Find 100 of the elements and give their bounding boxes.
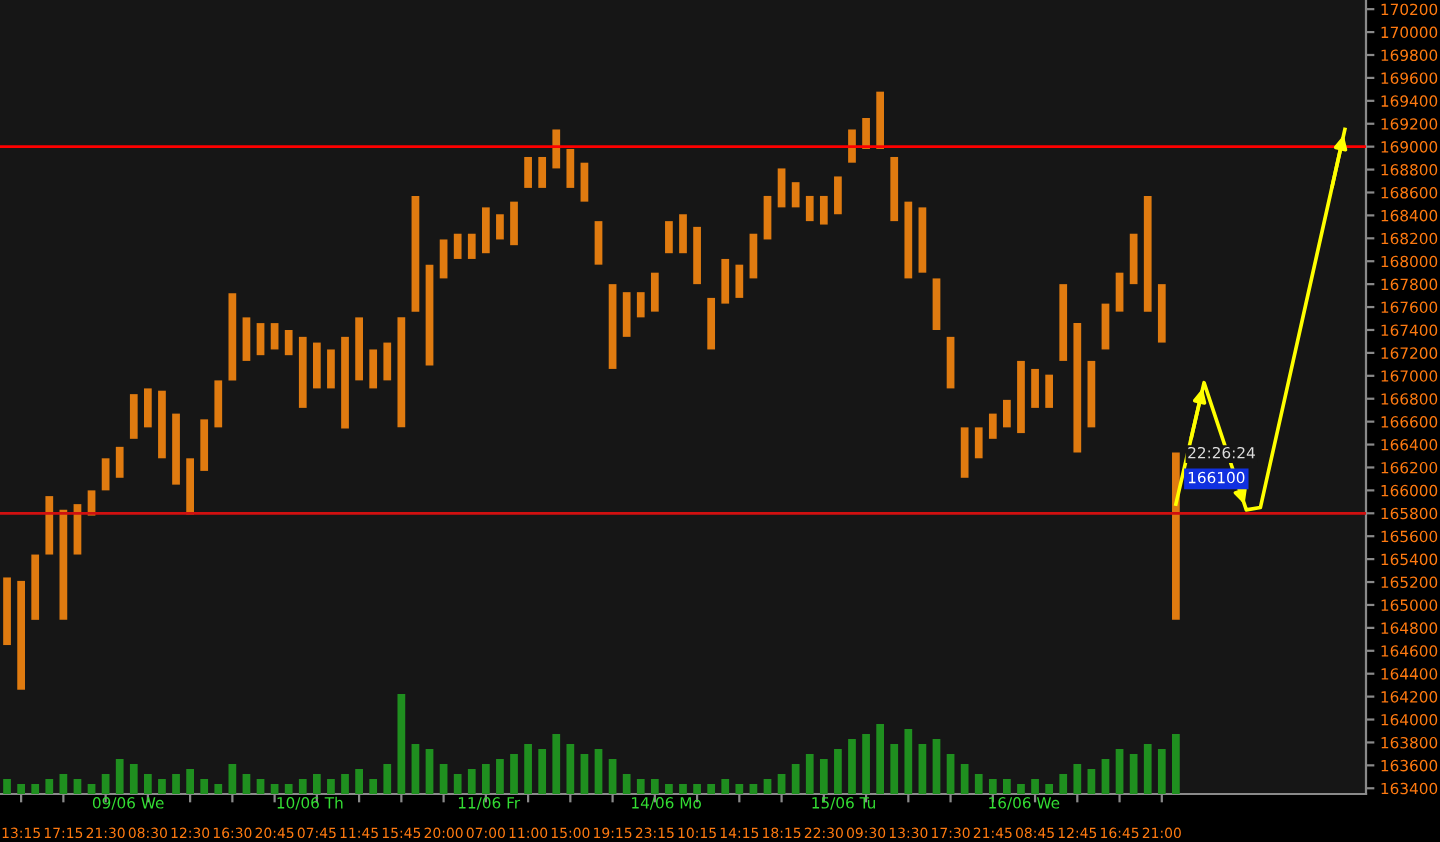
bar — [214, 380, 223, 428]
bar — [397, 694, 406, 794]
bar — [1017, 784, 1025, 794]
bar — [411, 195, 420, 312]
bar — [693, 226, 701, 285]
bar — [312, 342, 321, 389]
bar — [1045, 784, 1054, 794]
bar — [59, 774, 68, 794]
bar — [777, 168, 786, 208]
bar — [298, 779, 307, 794]
bar — [496, 214, 504, 240]
line-series — [1174, 127, 1347, 512]
bar — [834, 176, 842, 215]
bar — [1087, 360, 1096, 428]
bar — [312, 774, 321, 794]
bar — [510, 201, 518, 246]
bar — [622, 774, 631, 794]
bar — [791, 182, 800, 208]
bar — [242, 317, 251, 361]
bar — [467, 233, 476, 259]
bar — [566, 148, 575, 188]
bar — [932, 278, 941, 330]
bar — [608, 284, 617, 369]
bar — [510, 754, 518, 794]
bar — [805, 754, 814, 794]
bar — [650, 272, 659, 312]
bar — [552, 734, 561, 794]
bar — [819, 759, 828, 794]
bar — [284, 329, 293, 356]
bar — [594, 749, 603, 794]
bar — [988, 413, 997, 439]
bar — [496, 759, 504, 794]
bar — [876, 724, 885, 794]
bar — [707, 784, 716, 794]
bar — [143, 388, 152, 428]
bar — [580, 162, 589, 202]
bar — [341, 774, 349, 794]
bar — [791, 764, 800, 794]
bar — [101, 774, 110, 794]
bar — [1059, 284, 1068, 361]
bar — [129, 764, 138, 794]
bar — [172, 774, 180, 794]
bar — [524, 744, 532, 794]
bar — [59, 509, 68, 620]
bar — [819, 195, 828, 225]
bar — [1073, 323, 1082, 453]
bar — [467, 769, 476, 794]
bar — [580, 754, 589, 794]
bar — [115, 759, 124, 794]
bar — [1129, 754, 1138, 794]
bar — [425, 749, 434, 794]
bar — [3, 779, 11, 794]
bar — [524, 156, 532, 188]
bar — [228, 764, 237, 794]
bar — [918, 744, 927, 794]
bar — [538, 156, 547, 188]
bar — [1143, 744, 1152, 794]
bar — [693, 784, 701, 794]
bar — [369, 779, 378, 794]
bar — [946, 754, 955, 794]
bar — [735, 784, 744, 794]
bar — [1087, 769, 1096, 794]
bar — [298, 336, 307, 408]
bar — [101, 458, 110, 491]
bar — [1157, 749, 1166, 794]
bar — [932, 739, 941, 794]
bar — [453, 774, 462, 794]
bar — [200, 779, 209, 794]
bar — [679, 784, 687, 794]
bar — [383, 764, 392, 794]
bar — [721, 258, 730, 304]
bar — [862, 734, 870, 794]
bar — [439, 239, 448, 279]
bar — [974, 427, 983, 459]
bar — [805, 195, 814, 222]
bar — [256, 779, 265, 794]
bar — [186, 458, 194, 515]
bar — [777, 774, 786, 794]
bar — [3, 577, 11, 646]
bar — [960, 427, 969, 478]
bar — [45, 496, 54, 555]
bar — [974, 774, 983, 794]
bar — [1172, 734, 1180, 794]
bar — [566, 744, 575, 794]
bar — [608, 759, 617, 794]
bar — [284, 784, 293, 794]
bar — [707, 297, 716, 350]
bar — [890, 156, 899, 222]
bar — [453, 233, 462, 259]
bar — [172, 413, 180, 485]
bar — [369, 349, 378, 389]
bar — [17, 784, 25, 794]
bar — [1172, 452, 1180, 620]
bar — [1031, 368, 1039, 408]
bar — [1143, 195, 1152, 312]
bar — [383, 342, 392, 381]
bar — [158, 390, 166, 459]
bar — [397, 317, 406, 428]
bar — [228, 293, 237, 381]
bar — [1017, 360, 1025, 434]
